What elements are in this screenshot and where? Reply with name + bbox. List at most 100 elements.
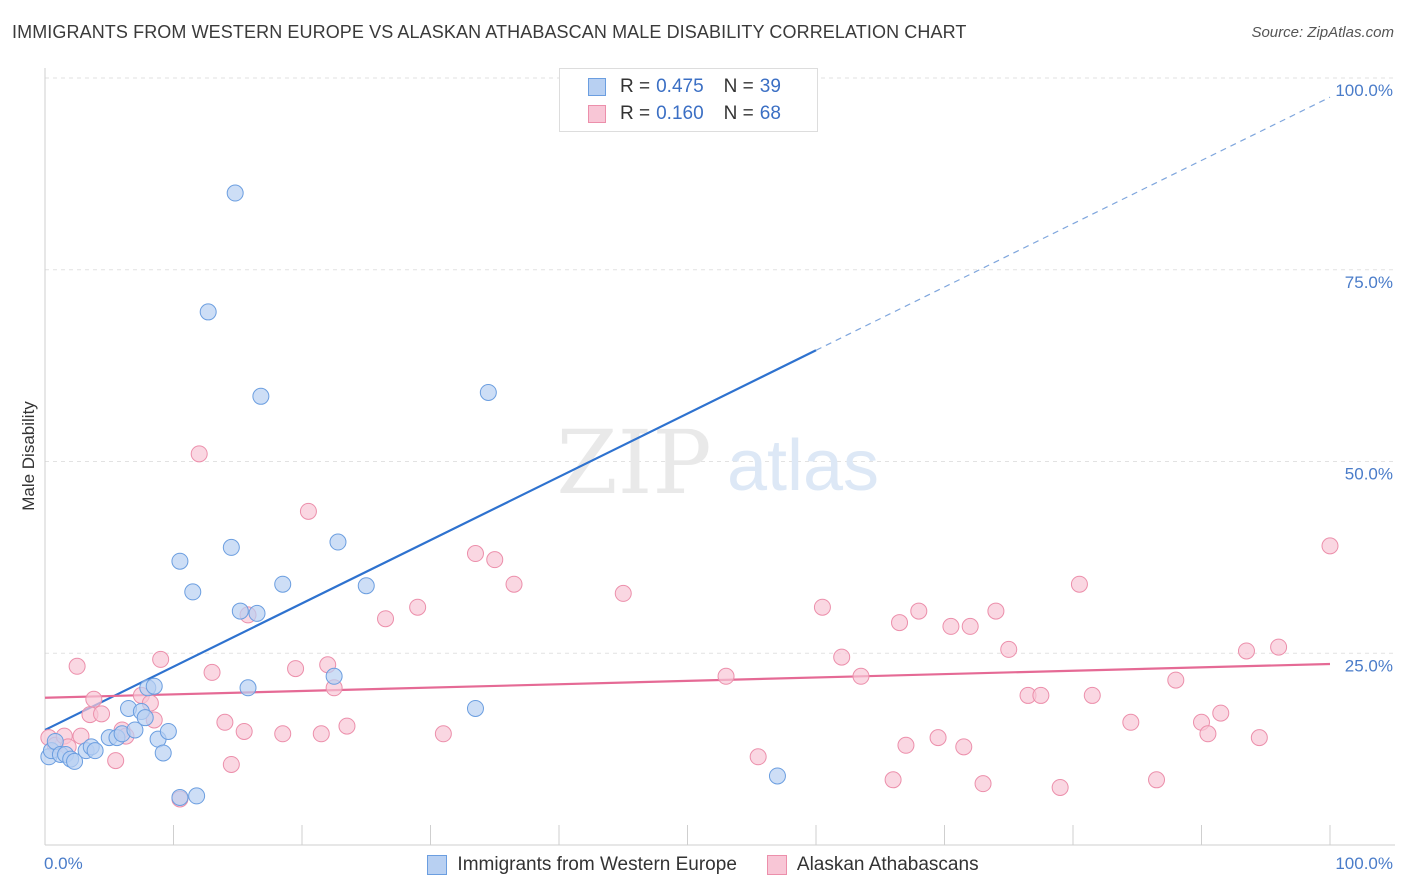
watermark-zip: ZIP	[556, 411, 711, 514]
point-immigrants	[768, 767, 786, 785]
point-immigrants	[171, 788, 189, 806]
y-tick-label: 75.0%	[1345, 273, 1393, 292]
point-immigrants	[222, 538, 240, 556]
point-athabascans	[1000, 640, 1018, 658]
legend-row-pink: R = 0.160 N = 68	[588, 102, 781, 126]
point-immigrants	[274, 575, 292, 593]
legend-r-label: R =	[620, 76, 651, 97]
point-athabascans	[987, 602, 1005, 620]
legend-label-athabascans: Alaskan Athabascans	[796, 854, 979, 875]
point-athabascans	[1199, 725, 1217, 743]
legend-swatch-blue	[588, 78, 606, 96]
point-athabascans	[614, 584, 632, 602]
point-immigrants	[329, 533, 347, 551]
point-athabascans	[216, 713, 234, 731]
point-immigrants	[145, 677, 163, 695]
axes	[44, 68, 1395, 846]
point-athabascans	[235, 722, 253, 740]
trend-lines	[44, 96, 1331, 731]
point-immigrants	[66, 752, 84, 770]
point-athabascans	[68, 657, 86, 675]
point-athabascans	[486, 551, 504, 569]
point-athabascans	[222, 755, 240, 773]
tick-labels: 25.0% 50.0% 75.0% 100.0% 0.0% 100.0%	[44, 81, 1393, 873]
data-points	[40, 184, 1339, 808]
point-athabascans	[852, 667, 870, 685]
point-athabascans	[1148, 771, 1166, 789]
trend-line-athabascans	[44, 662, 1331, 699]
point-athabascans	[377, 610, 395, 628]
legend-row-blue: R = 0.475 N = 39	[588, 75, 781, 99]
point-athabascans	[955, 738, 973, 756]
point-athabascans	[1270, 638, 1288, 656]
legend-n-label: N =	[723, 76, 754, 97]
legend-swatch-pink	[588, 105, 606, 123]
legend-item-athabascans: Alaskan Athabascans	[766, 854, 979, 876]
point-immigrants	[86, 742, 104, 760]
point-immigrants	[159, 722, 177, 740]
legend-r-value: 0.160	[656, 103, 704, 124]
x-tick-label: 0.0%	[44, 854, 83, 873]
legend-n-value: 39	[759, 76, 781, 97]
point-athabascans	[93, 705, 111, 723]
point-immigrants	[171, 552, 189, 570]
point-athabascans	[338, 717, 356, 735]
series-legend: Immigrants from Western Europe Alaskan A…	[0, 852, 1406, 878]
point-athabascans	[1083, 686, 1101, 704]
point-athabascans	[929, 729, 947, 747]
point-immigrants	[466, 699, 484, 717]
point-athabascans	[152, 650, 170, 668]
point-athabascans	[1250, 729, 1268, 747]
point-immigrants	[184, 583, 202, 601]
point-athabascans	[274, 725, 292, 743]
point-immigrants	[248, 604, 266, 622]
point-athabascans	[910, 602, 928, 620]
y-axis-label: Male Disability	[19, 401, 38, 511]
legend-item-immigrants: Immigrants from Western Europe	[427, 854, 737, 876]
point-immigrants	[226, 184, 244, 202]
legend-r-label: R =	[620, 103, 651, 124]
point-immigrants	[188, 787, 206, 805]
watermark-atlas: atlas	[727, 426, 879, 506]
legend-n-value: 68	[759, 103, 781, 124]
point-athabascans	[1032, 686, 1050, 704]
point-immigrants	[126, 721, 144, 739]
point-athabascans	[1070, 575, 1088, 593]
point-athabascans	[1237, 642, 1255, 660]
point-athabascans	[466, 545, 484, 563]
point-immigrants	[357, 577, 375, 595]
point-athabascans	[1051, 778, 1069, 796]
point-athabascans	[961, 617, 979, 635]
legend-label-immigrants: Immigrants from Western Europe	[457, 854, 737, 875]
point-athabascans	[505, 575, 523, 593]
point-athabascans	[1122, 713, 1140, 731]
point-athabascans	[974, 775, 992, 793]
point-athabascans	[1212, 704, 1230, 722]
x-tick-label: 100.0%	[1335, 854, 1393, 873]
point-immigrants	[239, 679, 257, 697]
point-athabascans	[299, 502, 317, 520]
point-athabascans	[1321, 537, 1339, 555]
point-athabascans	[190, 445, 208, 463]
point-athabascans	[1167, 671, 1185, 689]
point-athabascans	[203, 663, 221, 681]
legend-r-value: 0.475	[656, 76, 704, 97]
stats-legend: R = 0.475 N = 39 R = 0.160 N = 68	[559, 68, 818, 132]
point-athabascans	[409, 598, 427, 616]
legend-swatch-blue	[427, 855, 448, 875]
point-athabascans	[749, 748, 767, 766]
point-athabascans	[312, 725, 330, 743]
point-immigrants	[325, 667, 343, 685]
legend-n-label: N =	[723, 103, 754, 124]
source-label: Source: ZipAtlas.com	[1251, 24, 1394, 41]
y-tick-label: 25.0%	[1345, 656, 1393, 675]
trend-line-immigrants	[44, 349, 817, 731]
point-athabascans	[85, 690, 103, 708]
y-tick-label: 100.0%	[1335, 81, 1393, 100]
point-athabascans	[287, 660, 305, 678]
trend-line-immigrants-projection	[815, 96, 1331, 351]
point-athabascans	[813, 598, 831, 616]
point-athabascans	[897, 736, 915, 754]
point-immigrants	[199, 303, 217, 321]
watermark: ZIP atlas	[556, 411, 879, 514]
